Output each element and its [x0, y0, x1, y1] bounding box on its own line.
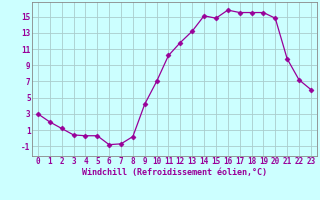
X-axis label: Windchill (Refroidissement éolien,°C): Windchill (Refroidissement éolien,°C) — [82, 168, 267, 177]
